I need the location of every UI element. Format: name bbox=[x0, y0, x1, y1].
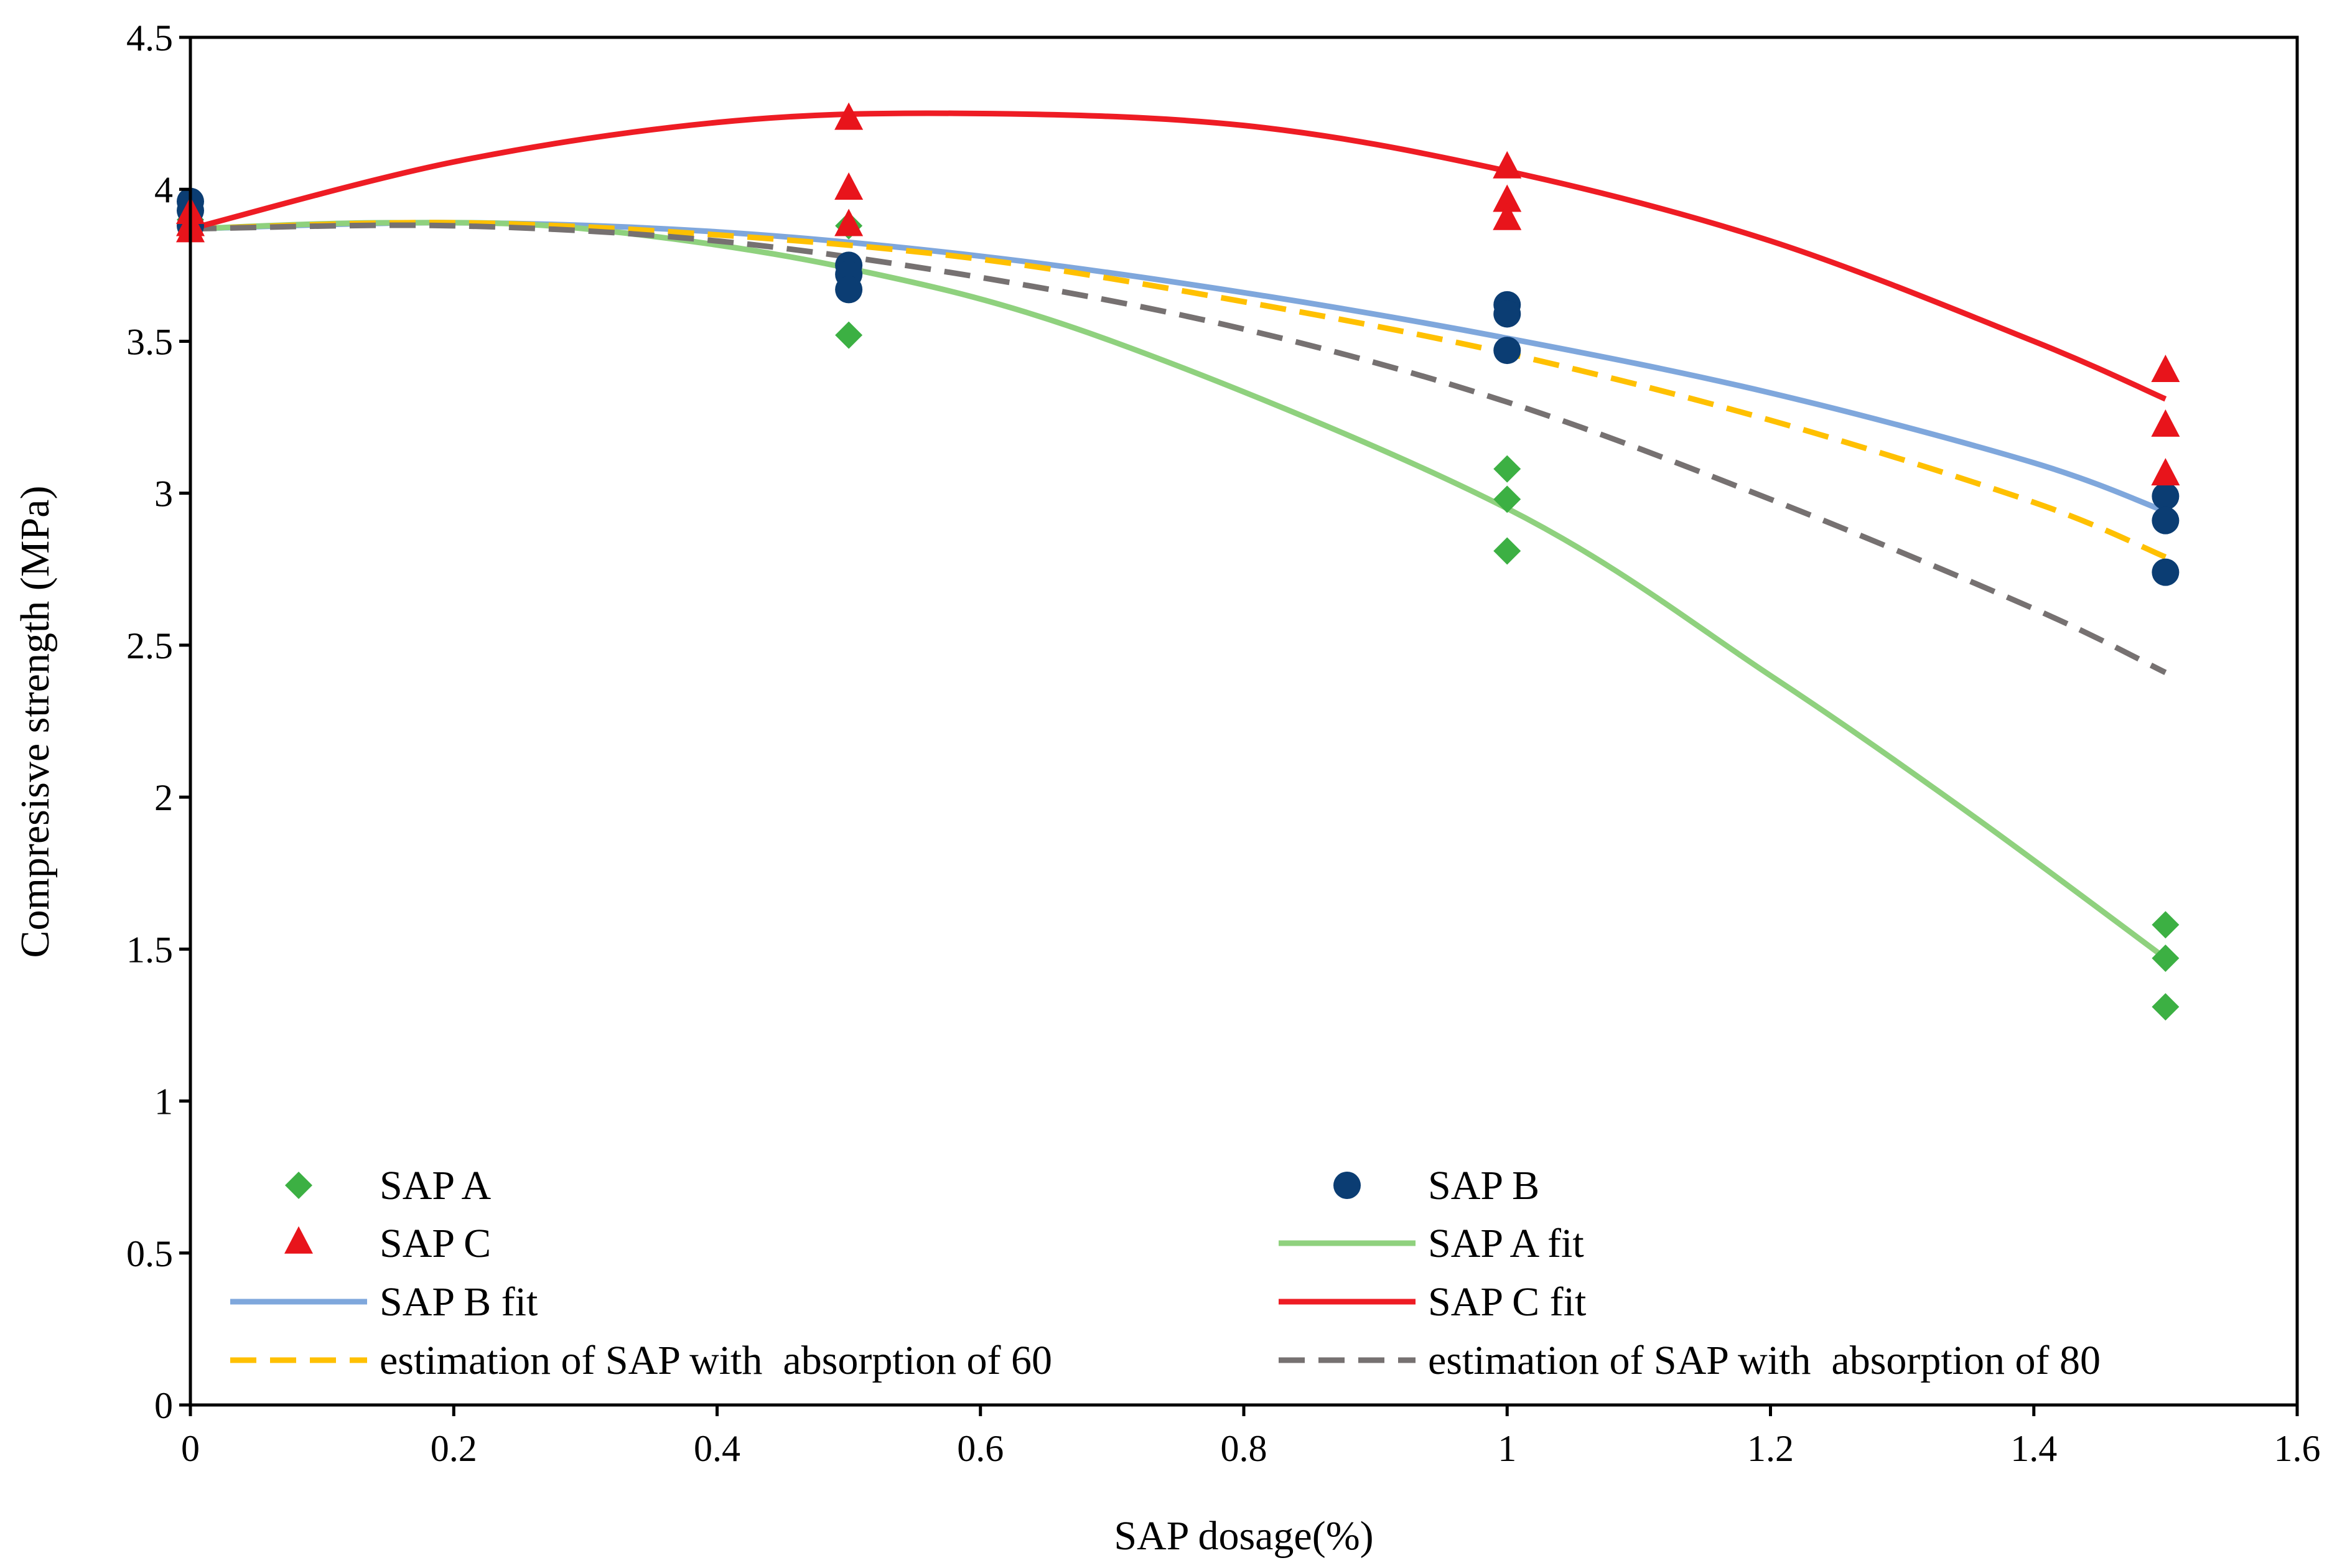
x-tick-label: 0.4 bbox=[694, 1428, 740, 1469]
point-sap-b bbox=[835, 276, 863, 304]
point-sap-b bbox=[1493, 300, 1521, 328]
point-sap-b bbox=[2152, 558, 2180, 586]
legend-item-estimation-of-sap-with-absorption-of-80: estimation of SAP with absorption of 80 bbox=[1279, 1338, 2101, 1383]
legend-label: SAP B fit bbox=[380, 1279, 538, 1325]
y-tick-label: 3.5 bbox=[126, 321, 173, 362]
point-sap-c bbox=[1493, 151, 1522, 179]
series-line-estimation-of-sap-with-absorption-of-60 bbox=[190, 220, 2167, 560]
point-sap-c bbox=[834, 102, 864, 130]
point-sap-a bbox=[2152, 993, 2180, 1021]
y-tick-label: 2 bbox=[154, 777, 173, 818]
legend-symbol bbox=[284, 1226, 313, 1254]
point-sap-b bbox=[1493, 337, 1521, 365]
legend-label: estimation of SAP with absorption of 80 bbox=[1428, 1338, 2101, 1383]
point-sap-b bbox=[2152, 482, 2180, 510]
y-tick-label: 4.5 bbox=[126, 17, 173, 58]
legend-label: estimation of SAP with absorption of 60 bbox=[380, 1338, 1052, 1383]
series-lines bbox=[189, 110, 2168, 961]
legend-item-estimation-of-sap-with-absorption-of-60: estimation of SAP with absorption of 60 bbox=[230, 1338, 1052, 1383]
point-sap-c bbox=[834, 208, 864, 236]
legend-label: SAP C bbox=[380, 1221, 491, 1266]
point-sap-a bbox=[835, 321, 863, 349]
legend: SAP A SAP B SAP C SAP A fit SAP B fit SAP C f… bbox=[230, 1163, 2101, 1383]
series-line-sap-c-fit bbox=[189, 110, 2167, 402]
x-tick-label: 1.6 bbox=[2274, 1428, 2321, 1469]
point-sap-b bbox=[2152, 506, 2180, 534]
x-tick-label: 0.8 bbox=[1221, 1428, 1267, 1469]
legend-symbol bbox=[285, 1172, 312, 1199]
y-tick-label: 2.5 bbox=[126, 625, 173, 666]
y-tick-label: 1 bbox=[154, 1081, 173, 1122]
point-sap-c bbox=[2151, 458, 2180, 486]
legend-item-sap-c: SAP C bbox=[284, 1221, 491, 1266]
x-axis-title: SAP dosage(%) bbox=[1114, 1513, 1373, 1559]
legend-item-sap-b: SAP B bbox=[1333, 1163, 1539, 1208]
y-tick-label: 0 bbox=[154, 1385, 173, 1426]
legend-label: SAP B bbox=[1428, 1163, 1539, 1208]
legend-label: SAP A bbox=[380, 1163, 491, 1208]
x-tick-label: 0.2 bbox=[431, 1428, 477, 1469]
legend-item-sap-a: SAP A bbox=[285, 1163, 491, 1208]
point-sap-a bbox=[1493, 537, 1521, 565]
legend-symbol bbox=[1333, 1172, 1361, 1199]
legend-item-sap-c-fit: SAP C fit bbox=[1279, 1279, 1586, 1325]
legend-item-sap-b-fit: SAP B fit bbox=[230, 1279, 538, 1325]
point-sap-a bbox=[1493, 455, 1521, 483]
y-tick-label: 0.5 bbox=[126, 1233, 173, 1274]
y-tick-label: 3 bbox=[154, 474, 173, 515]
x-tick-label: 0 bbox=[181, 1428, 200, 1469]
x-tick-label: 1.2 bbox=[1747, 1428, 1794, 1469]
legend-label: SAP C fit bbox=[1428, 1279, 1586, 1325]
y-tick-label: 1.5 bbox=[126, 929, 173, 970]
point-sap-a bbox=[1493, 485, 1521, 513]
y-axis-title: Compresisve strength (MPa) bbox=[12, 486, 58, 958]
y-axis: 0 0.5 1 1.5 2 2.5 3 3.5 4 4.5 bbox=[126, 17, 190, 1426]
legend-item-sap-a-fit: SAP A fit bbox=[1279, 1221, 1584, 1266]
point-sap-a bbox=[2152, 911, 2180, 939]
x-tick-label: 1 bbox=[1498, 1428, 1516, 1469]
y-tick-label: 4 bbox=[154, 169, 173, 210]
point-sap-c bbox=[1493, 184, 1522, 212]
point-sap-c bbox=[834, 172, 864, 200]
x-tick-label: 1.4 bbox=[2010, 1428, 2057, 1469]
point-sap-c bbox=[2151, 355, 2180, 383]
point-sap-c bbox=[1493, 202, 1522, 230]
legend-label: SAP A fit bbox=[1428, 1221, 1584, 1266]
x-axis: 0 0.2 0.4 0.6 0.8 1 1.2 1.4 1.6 bbox=[181, 1405, 2321, 1469]
series-line-estimation-of-sap-with-absorption-of-80 bbox=[190, 222, 2167, 675]
point-sap-a bbox=[2152, 944, 2180, 972]
point-sap-c bbox=[2151, 409, 2180, 437]
x-tick-label: 0.6 bbox=[957, 1428, 1004, 1469]
